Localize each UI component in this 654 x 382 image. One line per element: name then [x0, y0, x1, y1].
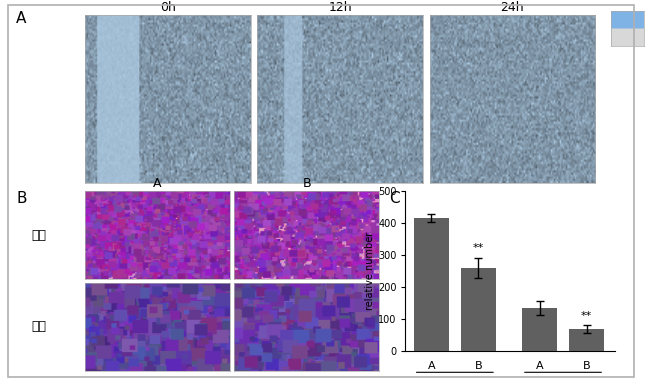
Title: 12h: 12h: [328, 1, 352, 14]
Bar: [460, 268, 496, 351]
Title: A: A: [153, 177, 162, 190]
Text: A: A: [536, 361, 543, 371]
Text: C: C: [389, 191, 400, 206]
Title: B: B: [303, 177, 311, 190]
Title: 0h: 0h: [160, 1, 176, 14]
Text: **: **: [473, 243, 484, 253]
Bar: [522, 308, 557, 351]
Y-axis label: 侵袋: 侵袋: [31, 320, 46, 333]
Y-axis label: 迁移: 迁移: [31, 228, 46, 241]
Text: B: B: [16, 191, 27, 206]
Text: A: A: [428, 361, 435, 371]
Bar: [569, 329, 604, 351]
Title: 24h: 24h: [500, 1, 524, 14]
Text: B: B: [475, 361, 482, 371]
Text: **: **: [581, 311, 592, 321]
Y-axis label: relative number: relative number: [365, 232, 375, 310]
Bar: [414, 218, 449, 351]
Text: A: A: [16, 11, 27, 26]
Text: B: B: [583, 361, 591, 371]
